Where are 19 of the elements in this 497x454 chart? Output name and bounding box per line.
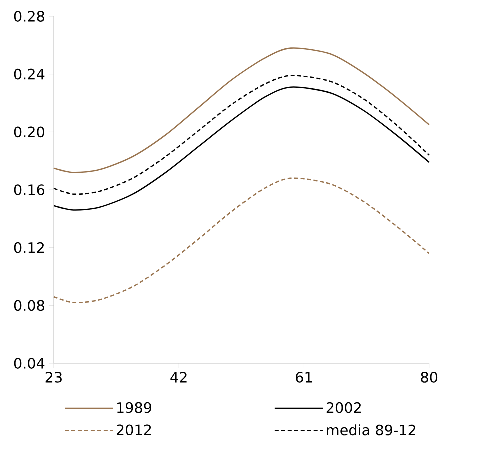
line-series <box>53 86 430 211</box>
y-tick-label: 0.20 <box>14 126 44 138</box>
y-tick-label: 0.24 <box>14 68 45 80</box>
x-tick-label: 23 <box>46 372 62 383</box>
x-tick-label: 61 <box>296 372 312 383</box>
legend-label: 2012 <box>116 424 152 436</box>
x-tick-label: 42 <box>170 372 187 383</box>
y-tick-label: 0.04 <box>14 358 45 369</box>
y-tick-label: 0.28 <box>14 10 44 22</box>
line-series <box>53 178 430 304</box>
legend-label: media 89-12 <box>327 424 416 436</box>
legend-label: 1989 <box>118 402 152 414</box>
legend-label: 2002 <box>326 402 361 414</box>
y-tick-label: 0.08 <box>14 300 44 311</box>
line-series <box>53 74 430 195</box>
y-tick-label: 0.16 <box>14 184 45 196</box>
line-series <box>53 47 430 174</box>
y-tick-label: 0.12 <box>14 242 44 254</box>
x-tick-label: 80 <box>421 372 438 383</box>
